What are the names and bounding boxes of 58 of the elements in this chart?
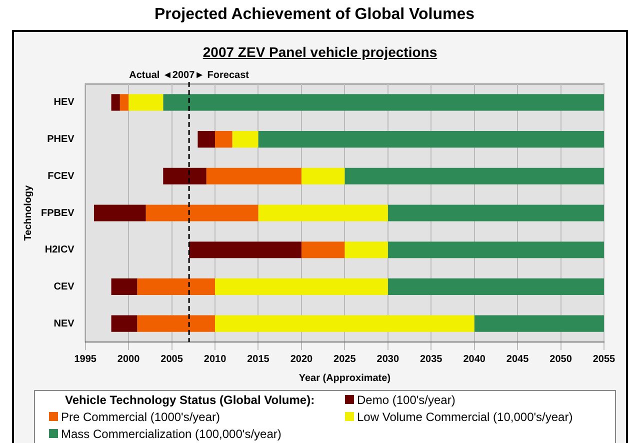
x-tick-label: 2025 — [334, 354, 356, 365]
bar — [258, 130, 604, 148]
bar — [206, 168, 302, 184]
x-axis-title: Year (Approximate) — [298, 372, 391, 384]
bar — [94, 204, 146, 222]
y-tick-label: NEV — [54, 318, 75, 330]
bar — [258, 204, 388, 222]
legend-label: Demo (100's/year) — [356, 393, 456, 407]
x-tick-label: 2050 — [550, 354, 572, 365]
bar — [128, 94, 164, 111]
x-tick-label: 2055 — [592, 354, 616, 365]
bar — [301, 168, 345, 184]
bar — [120, 94, 129, 111]
ref-line-label: Actual ◄2007► Forecast — [129, 70, 250, 81]
bar — [388, 278, 604, 296]
y-axis-title: Technology — [22, 184, 34, 241]
legend-label: Low Volume Commercial (10,000's/year) — [356, 410, 573, 424]
y-tick-label: CEV — [54, 281, 75, 292]
bar — [111, 278, 138, 296]
x-tick-label: 2010 — [204, 354, 227, 365]
x-tick-label: 2040 — [463, 354, 486, 365]
x-tick-label: 2045 — [506, 354, 530, 365]
x-tick-label: 2020 — [290, 354, 314, 365]
y-tick-label: FPBEV — [40, 208, 75, 219]
bar — [388, 242, 604, 258]
bar — [344, 242, 388, 258]
x-tick-label: 2015 — [247, 354, 270, 365]
chart-subtitle: 2007 ZEV Panel vehicle projections — [202, 44, 438, 60]
bar — [198, 130, 216, 148]
bar — [111, 315, 138, 332]
bar — [215, 278, 388, 296]
bar — [163, 94, 604, 111]
bar — [344, 168, 604, 184]
bar — [189, 242, 302, 258]
y-tick-label: HEV — [54, 97, 75, 108]
bar — [215, 315, 474, 332]
x-tick-label: 2000 — [117, 354, 140, 365]
legend-label: Mass Commercialization (100,000's/year) — [60, 427, 282, 441]
y-tick-label: PHEV — [47, 134, 75, 146]
bar — [301, 242, 345, 258]
bar — [137, 315, 216, 332]
bar — [474, 315, 604, 332]
x-tick-label: 1995 — [74, 354, 97, 365]
bar — [388, 204, 604, 222]
chart-title: Projected Achievement of Global Volumes — [153, 6, 476, 24]
bar — [137, 278, 216, 296]
bar — [146, 204, 258, 222]
bar — [215, 130, 232, 148]
x-tick-label: 2035 — [420, 354, 443, 365]
bar — [163, 168, 206, 184]
legend-title: Vehicle Technology Status (Global Volume): — [65, 393, 315, 407]
y-tick-label: FCEV — [48, 170, 75, 182]
x-tick-label: 2030 — [376, 354, 400, 365]
x-tick-label: 2005 — [160, 354, 184, 365]
y-tick-label: H2ICV — [44, 244, 75, 256]
bar — [111, 94, 120, 111]
bar — [232, 130, 258, 148]
legend-label: Pre Commercial (1000's/year) — [60, 410, 220, 424]
